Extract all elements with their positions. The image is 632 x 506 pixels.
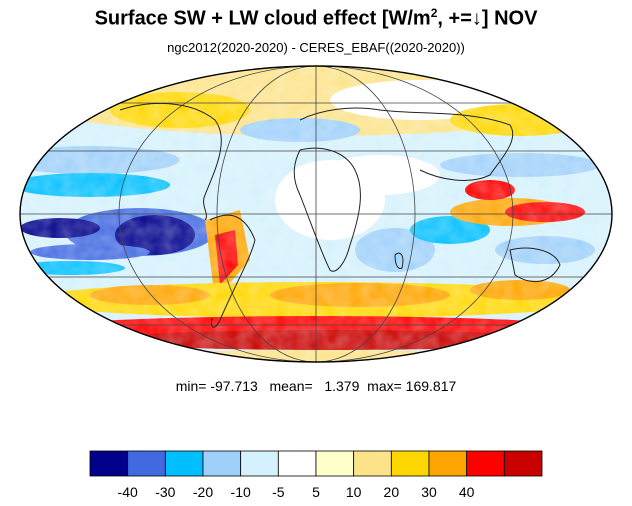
colorbar-tick-label: -5 — [272, 484, 285, 500]
coastlines — [119, 103, 561, 328]
colorbar-swatch — [127, 450, 166, 477]
colorbar-swatch — [202, 450, 242, 477]
colorbar-swatch — [277, 450, 317, 477]
colorbar-swatch — [315, 450, 355, 477]
colorbar-swatch — [428, 450, 468, 477]
stats-line: min= -97.713 mean= 1.379 max= 169.817 — [175, 378, 457, 394]
colorbar-tick-label: 5 — [312, 484, 320, 500]
graticule — [20, 66, 612, 362]
colorbar-swatch — [240, 450, 279, 477]
title-suffix: , +=↓] NOV — [437, 7, 538, 30]
colorbar-tick-label: 20 — [383, 484, 400, 500]
colorbar-tick-label: 30 — [421, 484, 437, 500]
colorbar-tick-label: 10 — [345, 484, 362, 500]
colorbar-swatch — [164, 450, 204, 477]
map-field — [20, 66, 612, 362]
colorbar-swatch — [466, 450, 505, 477]
map-border — [19, 65, 613, 363]
colorbar-swatch — [89, 450, 129, 477]
colorbar-tick-label: -10 — [230, 484, 251, 500]
colorbar-tick-label: -20 — [192, 484, 214, 500]
colorbar-tick-label: -40 — [117, 484, 138, 500]
colorbar-swatch — [390, 450, 430, 477]
title-prefix: Surface SW + LW cloud effect [W/m — [94, 7, 431, 30]
colorbar-swatch — [353, 450, 392, 477]
colorbar — [89, 450, 543, 477]
plot-title: Surface SW + LW cloud effect [W/m2, +=↓]… — [0, 6, 632, 31]
colorbar-swatch — [503, 450, 543, 477]
plot-subtitle: ngc2012(2020-2020) - CERES_EBAF((2020-20… — [167, 40, 465, 55]
colorbar-tick-label: -30 — [155, 484, 176, 500]
title-superscript: 2 — [430, 6, 438, 20]
colorbar-tick-label: 40 — [458, 484, 475, 500]
